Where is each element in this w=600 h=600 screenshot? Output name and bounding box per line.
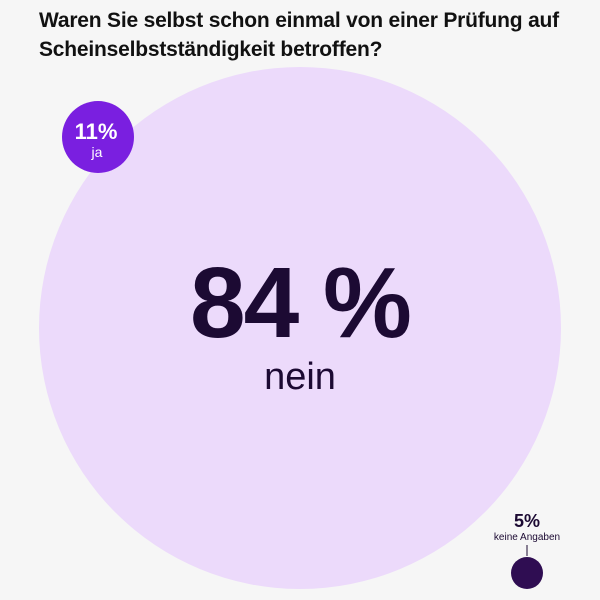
bubble-keine-angaben (511, 557, 543, 589)
chart-title: Waren Sie selbst schon einmal von einer … (39, 9, 559, 61)
bubble-nein (39, 67, 561, 589)
category-label-ja: ja (91, 144, 103, 160)
value-label-nein: 84 % (190, 247, 410, 359)
value-label-keine-angaben: 5% (514, 511, 540, 531)
category-label-keine-angaben: keine Angaben (494, 532, 560, 543)
category-label-nein: nein (264, 356, 336, 398)
bubble-ja (62, 101, 134, 173)
value-label-ja: 11% (75, 119, 118, 144)
